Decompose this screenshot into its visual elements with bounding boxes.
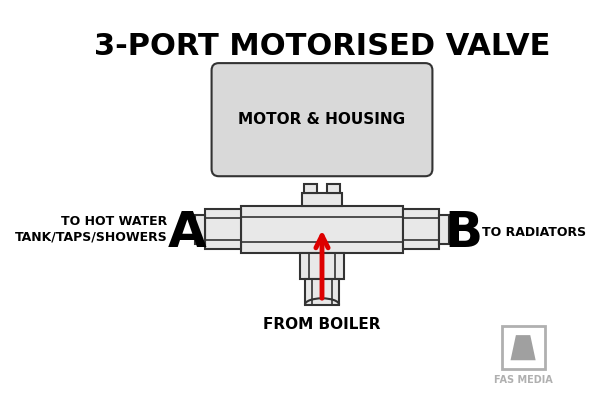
Bar [502,326,545,369]
Text: 3-PORT MOTORISED VALVE: 3-PORT MOTORISED VALVE [94,31,550,61]
Bar [205,209,241,249]
Text: FROM BOILER: FROM BOILER [263,317,381,332]
FancyBboxPatch shape [212,63,433,176]
Text: TANK/TAPS/SHOWERS: TANK/TAPS/SHOWERS [15,231,167,244]
Bar [194,215,205,243]
Text: TO HOT WATER: TO HOT WATER [61,215,167,227]
Text: MOTOR & HOUSING: MOTOR & HOUSING [238,112,406,127]
Bar [299,252,344,279]
Bar [305,279,339,305]
Text: B: B [445,209,483,257]
Bar [403,209,439,249]
Text: TO RADIATORS: TO RADIATORS [482,226,586,239]
Polygon shape [511,335,536,360]
Bar [302,193,342,206]
Bar [304,184,317,193]
Bar [328,184,340,193]
Text: A: A [168,209,207,257]
Bar [439,215,449,243]
Text: FAS MEDIA: FAS MEDIA [494,375,553,385]
Bar [241,206,403,252]
